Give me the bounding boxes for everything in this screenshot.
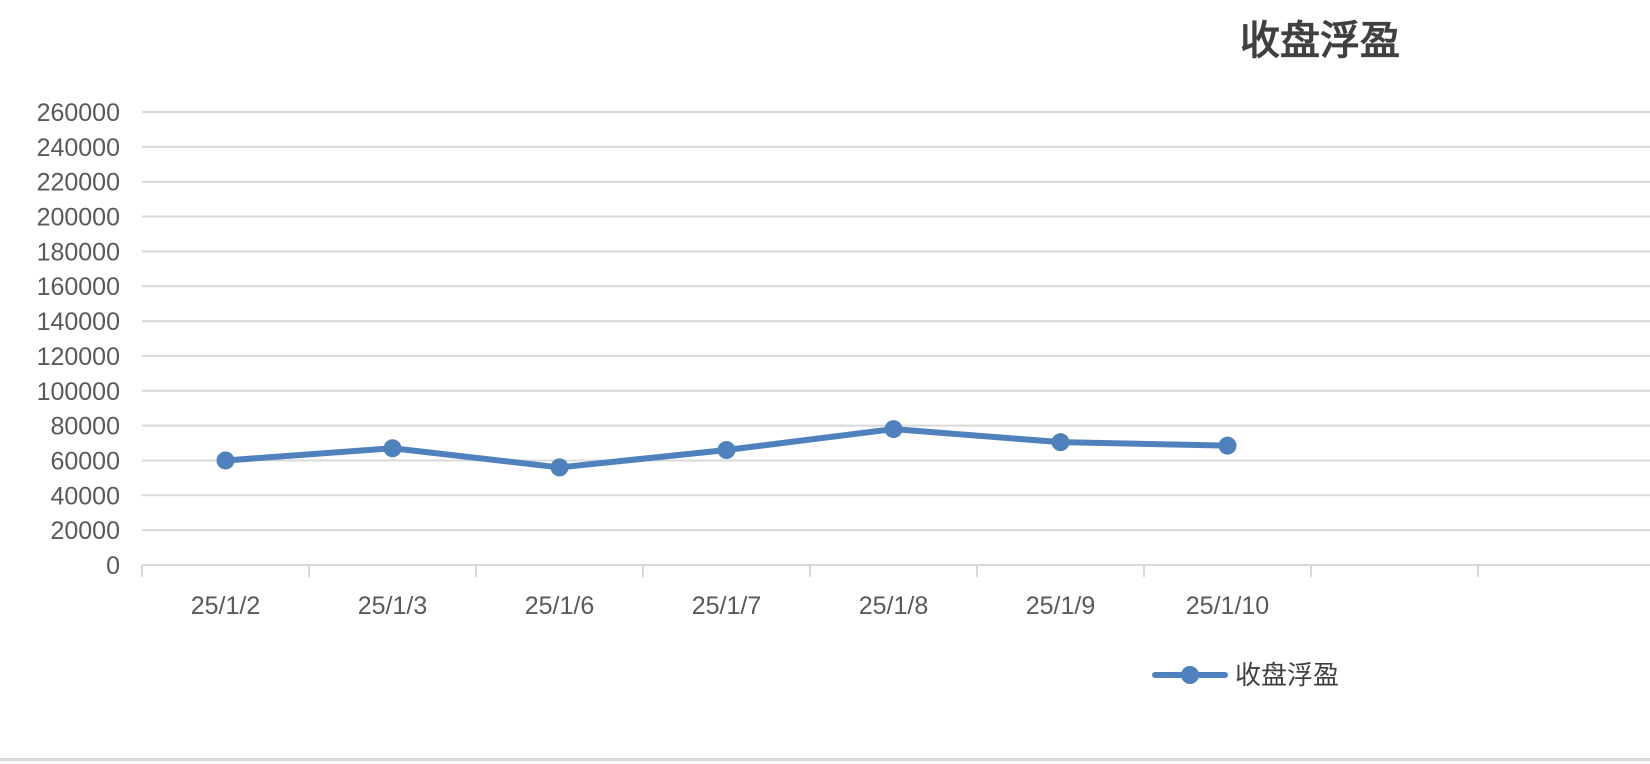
data-point (216, 451, 235, 470)
data-point (383, 439, 402, 458)
legend-marker (1181, 666, 1199, 684)
y-axis: 0 20000 40000 60000 80000 100000 120000 140000 1… (37, 99, 120, 580)
data-point (884, 420, 903, 439)
grid (142, 111, 1650, 532)
legend-label: 收盘浮盈 (1235, 661, 1339, 691)
series-layer (216, 420, 1237, 477)
y-tick-label: 40000 (50, 482, 120, 510)
y-tick-label: 160000 (37, 273, 120, 301)
y-tick-label: 20000 (50, 517, 120, 545)
data-point (717, 441, 736, 460)
y-tick-label: 100000 (37, 378, 120, 406)
y-tick-label: 0 (106, 552, 120, 580)
x-tick-label: 25/1/9 (1026, 592, 1096, 620)
y-tick-label: 220000 (37, 169, 120, 197)
y-tick-label: 180000 (37, 238, 120, 266)
data-point (1051, 433, 1070, 452)
legend: 收盘浮盈 (1152, 661, 1339, 691)
x-tick-label: 25/1/7 (692, 592, 762, 620)
x-tick-label: 25/1/2 (191, 592, 261, 620)
x-tick-label: 25/1/10 (1186, 592, 1269, 620)
y-tick-label: 120000 (37, 343, 120, 371)
x-tick-label: 25/1/8 (859, 592, 929, 620)
data-point (1218, 436, 1237, 455)
x-tick-label: 25/1/6 (525, 592, 595, 620)
y-tick-label: 80000 (50, 413, 120, 441)
data-point (550, 458, 569, 477)
x-tick-label: 25/1/3 (358, 592, 428, 620)
y-tick-label: 140000 (37, 308, 120, 336)
y-tick-label: 240000 (37, 134, 120, 162)
y-tick-label: 60000 (50, 447, 120, 475)
chart-title: 收盘浮盈 (1240, 17, 1400, 64)
y-tick-label: 200000 (37, 204, 120, 232)
x-axis: 25/1/2 25/1/3 25/1/6 25/1/7 25/1/8 25/1/9 25/1… (141, 564, 1650, 620)
bottom-divider (0, 758, 1650, 761)
y-tick-label: 260000 (37, 99, 120, 127)
